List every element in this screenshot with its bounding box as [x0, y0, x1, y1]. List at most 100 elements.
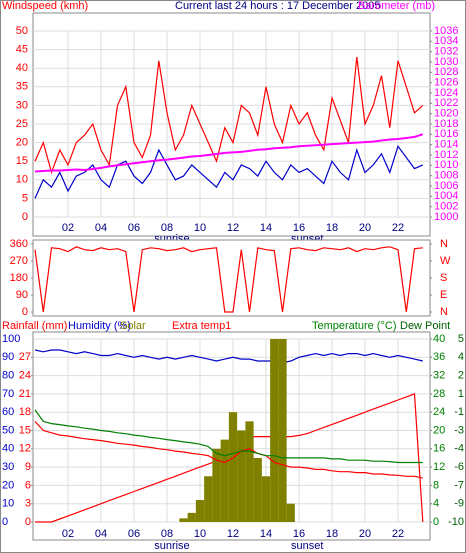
- y-tick-label: 28: [433, 388, 445, 400]
- x-tick-label: 16: [293, 222, 305, 234]
- y-tick-label: 1: [458, 388, 464, 400]
- y-tick-label: -4: [454, 443, 464, 455]
- y-tick-label: 40: [2, 443, 14, 455]
- y-tick-label: 10: [16, 174, 28, 186]
- y-tick-label: 25: [16, 118, 28, 130]
- y-tick-label: 4: [433, 498, 439, 510]
- series-line: [34, 409, 423, 464]
- y-tick-label: N: [440, 306, 448, 318]
- y-tick-label: 9: [25, 461, 31, 473]
- series-line: [34, 420, 423, 479]
- y-tick-label: 1012: [434, 149, 458, 161]
- solar-bar: [220, 439, 229, 522]
- y-tick-label: 3: [25, 498, 31, 510]
- series-line: [34, 133, 424, 173]
- y-tick-label: 1026: [434, 77, 458, 89]
- y-tick-label: 1010: [434, 159, 458, 171]
- series-line: [34, 56, 424, 175]
- y-tick-label: 1032: [434, 46, 458, 58]
- y-tick-label: 50: [2, 424, 14, 436]
- series-line: [34, 144, 424, 199]
- y-label: Windspeed (kmh): [2, 0, 88, 12]
- solar-bar: [253, 457, 262, 522]
- y-tick-label: 40: [16, 62, 28, 74]
- y-tick-label: 20: [16, 137, 28, 149]
- y-tick-label: 30: [2, 461, 14, 473]
- y-tick-label: 12: [19, 443, 31, 455]
- y-tick-label: 24: [433, 406, 445, 418]
- x-tick-label: 22: [392, 222, 404, 234]
- legend-label: Rainfall (mm): [2, 320, 67, 332]
- x-tick-label: 18: [326, 528, 338, 540]
- x-tick-label: 06: [128, 528, 140, 540]
- y-tick-label: -9: [454, 498, 464, 510]
- solar-bar: [237, 430, 246, 522]
- y-tick-label: 5: [458, 333, 464, 345]
- solar-bar: [212, 448, 221, 522]
- y-tick-label: 1018: [434, 118, 458, 130]
- y-tick-label: 20: [433, 424, 445, 436]
- x-tick-label: 22: [392, 528, 404, 540]
- y-tick-label: 18: [19, 406, 31, 418]
- y-tick-label: W: [440, 255, 451, 267]
- y-tick-label: 100: [2, 333, 20, 345]
- y-tick-label: 1016: [434, 128, 458, 140]
- y-tick-label: -1: [454, 406, 464, 418]
- y-tick-label: 1002: [434, 201, 458, 213]
- y-tick-label: S: [440, 272, 447, 284]
- x-tick-label: 14: [260, 222, 272, 234]
- solar-bar: [286, 503, 295, 522]
- y-tick-label: 60: [2, 406, 14, 418]
- y-tick-label: 30: [16, 99, 28, 111]
- y-tick-label: 35: [16, 81, 28, 93]
- annotation: sunrise: [154, 540, 189, 552]
- y-tick-label: 0: [22, 306, 28, 318]
- y-tick-label: 1034: [434, 35, 458, 47]
- y-tick-label: 1028: [434, 66, 458, 78]
- y-tick-label: 20: [2, 479, 14, 491]
- legend-label: Humidity (%): [68, 320, 131, 332]
- solar-bar: [195, 500, 205, 522]
- x-tick-label: 02: [62, 528, 74, 540]
- series-line: [34, 349, 423, 364]
- x-tick-label: 04: [95, 528, 107, 540]
- x-tick-label: 06: [128, 222, 140, 234]
- y-tick-label: 0: [25, 516, 31, 528]
- x-tick-label: 16: [293, 528, 305, 540]
- y-tick-label: 2: [458, 370, 464, 382]
- y-tick-label: 4: [458, 351, 464, 363]
- y-tick-label: 27: [19, 351, 31, 363]
- series-line: [34, 246, 423, 313]
- plot-frame: [32, 239, 431, 317]
- solar-bar: [278, 339, 287, 522]
- legend-label: Extra temp1: [172, 320, 231, 332]
- y-tick-label: 1000: [434, 211, 458, 223]
- x-tick-label: 12: [227, 528, 239, 540]
- x-tick-label: 08: [161, 222, 173, 234]
- y-tick-label: -3: [454, 424, 464, 436]
- y-tick-label: 50: [16, 25, 28, 37]
- y-tick-label: 1004: [434, 190, 458, 202]
- x-tick-label: 08: [161, 528, 173, 540]
- legend-label: Solar: [120, 320, 146, 332]
- y-tick-label: 32: [433, 370, 445, 382]
- y-tick-label: 0: [2, 516, 8, 528]
- y-tick-label: 270: [10, 255, 28, 267]
- y-tick-label: 1020: [434, 108, 458, 120]
- y-tick-label: 1006: [434, 180, 458, 192]
- y-tick-label: 10: [2, 498, 14, 510]
- x-tick-label: 20: [359, 528, 371, 540]
- y2-label: Barometer (mb): [358, 0, 435, 12]
- y-tick-label: 6: [25, 479, 31, 491]
- x-tick-label: 20: [359, 222, 371, 234]
- y-tick-label: 180: [10, 272, 28, 284]
- y-tick-label: 15: [19, 424, 31, 436]
- y-tick-label: 1008: [434, 170, 458, 182]
- y-tick-label: 1030: [434, 56, 458, 68]
- solar-bar: [261, 476, 271, 522]
- y-tick-label: 24: [19, 370, 31, 382]
- y-tick-label: 12: [433, 461, 445, 473]
- y-tick-label: 16: [433, 443, 445, 455]
- solar-bar: [245, 421, 254, 522]
